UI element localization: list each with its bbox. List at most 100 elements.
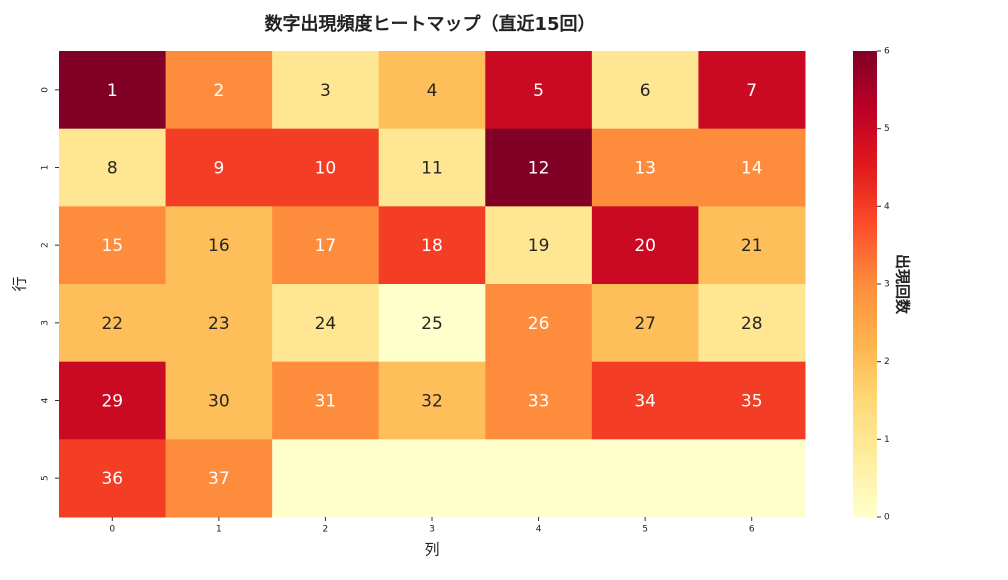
cell-label: 27 (634, 314, 656, 334)
cell-label: 28 (741, 314, 763, 334)
heatmap-cell (59, 284, 167, 363)
cell-label: 22 (101, 314, 123, 334)
heatmap-cell (698, 439, 806, 518)
cell-label: 7 (746, 81, 757, 101)
cell-label: 1 (107, 81, 118, 101)
heatmap-cell (485, 284, 593, 363)
heatmap-cell (485, 51, 593, 130)
heatmap-cell (485, 128, 593, 207)
cell-label: 30 (208, 392, 230, 412)
cell-label: 2 (213, 81, 224, 101)
colorbar-tick-label: 5 (884, 124, 890, 134)
cell-label: 13 (634, 159, 656, 179)
heatmap-cell (378, 284, 486, 363)
heatmap-cell (59, 206, 167, 285)
heatmap-cell (698, 51, 806, 130)
heatmap-cell (378, 439, 486, 518)
cell-label: 37 (208, 469, 230, 489)
y-tick-label: 1 (41, 165, 51, 171)
colorbar-tick-label: 0 (884, 513, 890, 523)
cell-label: 18 (421, 236, 443, 256)
heatmap-cell (591, 128, 699, 207)
cell-label: 14 (741, 159, 763, 179)
colorbar-tick-label: 2 (884, 357, 890, 367)
heatmap-cell (59, 51, 167, 130)
heatmap-cell (272, 284, 380, 363)
heatmap-cell (485, 439, 593, 518)
heatmap-cell (59, 439, 167, 518)
heatmap-cell (698, 361, 806, 440)
heatmap-cell (272, 128, 380, 207)
heatmap-cell (59, 361, 167, 440)
cell-label: 12 (528, 159, 550, 179)
colorbar-tick-label: 3 (884, 280, 890, 290)
heatmap-cell (272, 439, 380, 518)
colorbar-label: 出現回数 (894, 254, 912, 315)
heatmap-cell (378, 128, 486, 207)
heatmap-cell (485, 361, 593, 440)
cell-label: 16 (208, 236, 230, 256)
cell-label: 19 (528, 236, 550, 256)
heatmap-cell (272, 206, 380, 285)
cell-label: 36 (101, 469, 123, 489)
cell-label: 4 (427, 81, 438, 101)
x-tick-label: 1 (216, 525, 222, 535)
cell-label: 6 (640, 81, 651, 101)
x-tick-label: 2 (323, 525, 329, 535)
heatmap-cell (272, 361, 380, 440)
heatmap-cell (165, 128, 273, 207)
heatmap-cell (59, 128, 167, 207)
cell-label: 23 (208, 314, 230, 334)
y-tick-label: 0 (41, 87, 51, 93)
cell-label: 10 (315, 159, 337, 179)
cell-label: 21 (741, 236, 763, 256)
cell-label: 34 (634, 392, 656, 412)
heatmap-cell (591, 206, 699, 285)
heatmap-cell (272, 51, 380, 130)
x-tick-label: 4 (536, 525, 542, 535)
heatmap-cell (698, 206, 806, 285)
cell-label: 33 (528, 392, 550, 412)
cell-label: 26 (528, 314, 550, 334)
cell-label: 20 (634, 236, 656, 256)
y-tick-label: 2 (41, 242, 51, 248)
heatmap-cell (485, 206, 593, 285)
x-tick-label: 6 (749, 525, 755, 535)
colorbar (853, 51, 877, 517)
heatmap-cell (165, 439, 273, 518)
heatmap-cell (591, 51, 699, 130)
heatmap-cell (698, 284, 806, 363)
cell-label: 5 (533, 81, 544, 101)
heatmap-cell (165, 284, 273, 363)
y-tick-label: 3 (41, 320, 51, 326)
heatmap-cell (378, 206, 486, 285)
colorbar-tick-label: 4 (884, 202, 890, 212)
heatmap-cell (591, 439, 699, 518)
y-tick-label: 4 (41, 397, 51, 403)
heatmap-cell (591, 284, 699, 363)
cell-label: 9 (213, 159, 224, 179)
heatmap-cell (165, 51, 273, 130)
y-axis-label: 行 (11, 276, 29, 291)
x-axis-label: 列 (424, 541, 439, 559)
heatmap-cell (165, 361, 273, 440)
cell-label: 17 (315, 236, 337, 256)
colorbar-tick-label: 6 (884, 47, 890, 57)
cell-label: 25 (421, 314, 443, 334)
cell-label: 35 (741, 392, 763, 412)
x-tick-label: 0 (109, 525, 115, 535)
cell-label: 11 (421, 159, 443, 179)
heatmap-cell (698, 128, 806, 207)
cell-label: 24 (315, 314, 337, 334)
cell-label: 8 (107, 159, 118, 179)
heatmap-cell (378, 361, 486, 440)
heatmap-cell (378, 51, 486, 130)
y-tick-label: 5 (41, 475, 51, 481)
chart-title: 数字出現頻度ヒートマップ（直近15回） (264, 13, 595, 35)
heatmap-cell (165, 206, 273, 285)
colorbar-tick-label: 1 (884, 435, 890, 445)
cell-label: 29 (101, 392, 123, 412)
x-tick-label: 3 (429, 525, 435, 535)
cell-label: 3 (320, 81, 331, 101)
x-tick-label: 5 (642, 525, 648, 535)
